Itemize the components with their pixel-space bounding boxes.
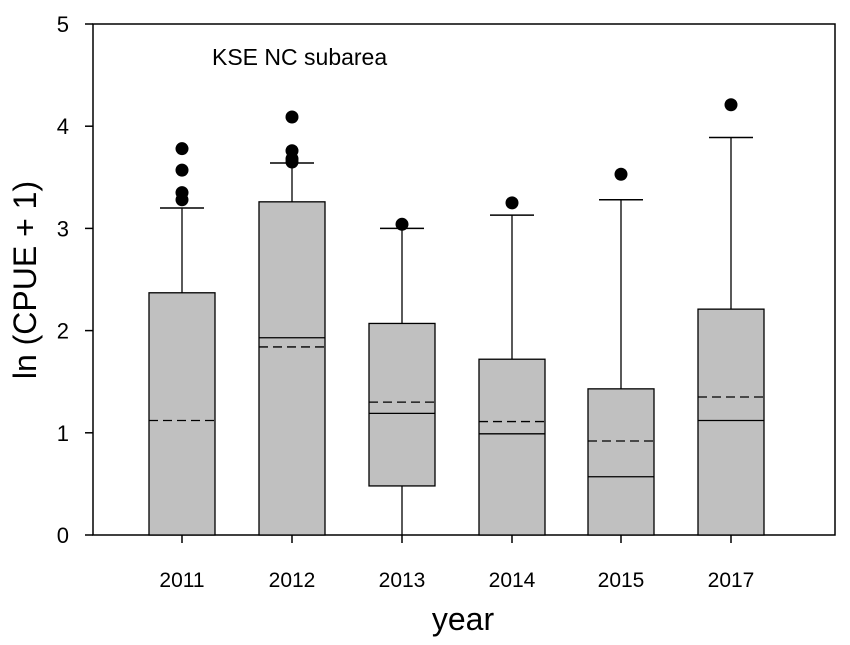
box-2017 — [697, 308, 765, 536]
y-tick-label: 5 — [57, 12, 69, 37]
x-axis-title: year — [432, 601, 495, 637]
y-tick-label: 0 — [57, 523, 69, 548]
plot-frame — [92, 23, 836, 536]
subarea-annotation: KSE NC subarea — [212, 44, 387, 70]
box-2014 — [478, 358, 546, 536]
outlier-point — [285, 110, 299, 124]
x-tick-label: 2011 — [159, 569, 204, 592]
y-tick-label: 3 — [57, 216, 69, 241]
box-2012 — [258, 201, 326, 536]
x-tick-label: 2015 — [598, 569, 645, 592]
outlier-point — [175, 186, 189, 200]
y-tick-label: 2 — [57, 319, 69, 344]
outlier-point — [614, 167, 628, 181]
outlier-point — [505, 196, 519, 210]
outlier-point — [175, 163, 189, 177]
box-2011 — [148, 292, 216, 536]
outlier-point — [285, 144, 299, 158]
x-tick-label: 2012 — [269, 569, 316, 592]
y-axis-title: ln (CPUE + 1) — [7, 181, 43, 379]
y-tick-label: 4 — [57, 114, 69, 139]
box-2013 — [368, 322, 436, 487]
outlier-point — [395, 217, 409, 231]
x-tick-label: 2014 — [489, 569, 536, 592]
outlier-point — [175, 142, 189, 156]
outlier-point — [724, 98, 738, 112]
box-2015 — [587, 388, 655, 536]
y-tick-label: 1 — [57, 421, 69, 446]
x-tick-label: 2017 — [708, 569, 755, 592]
x-tick-label: 2013 — [379, 569, 426, 592]
plot-area: 0 1 2 3 4 5 2011 2012 2013 2014 2015 2017 — [57, 12, 836, 592]
